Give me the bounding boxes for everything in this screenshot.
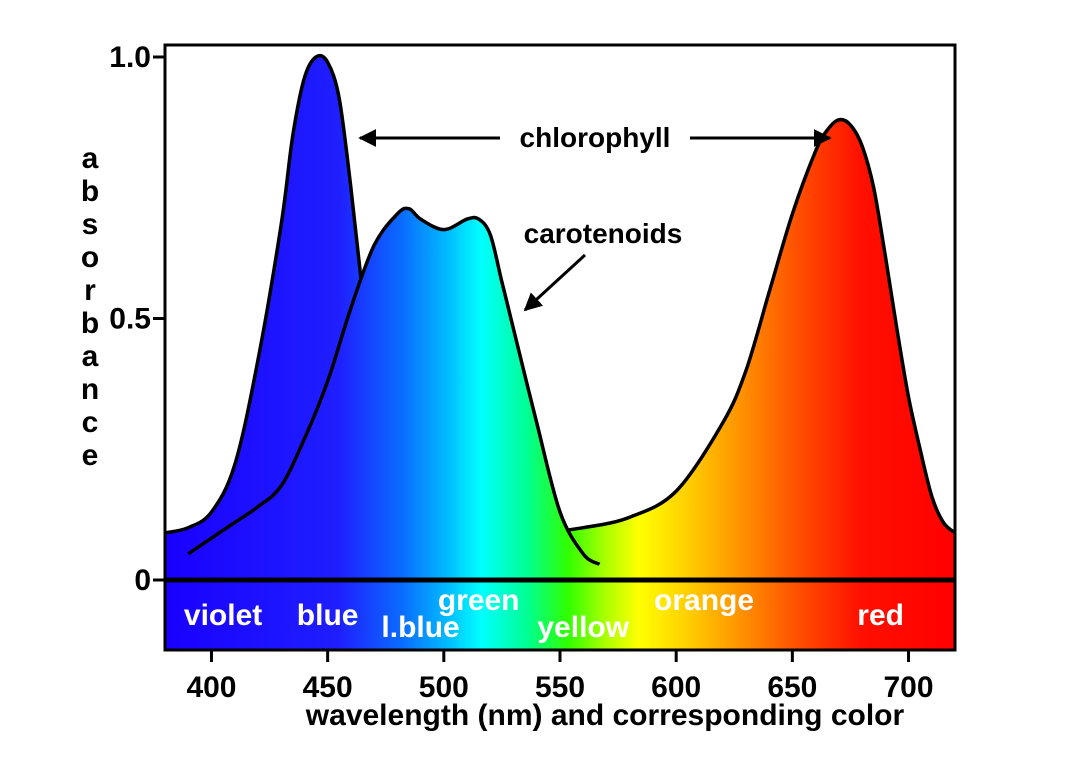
y-axis-title-letter: b (81, 307, 99, 340)
y-axis-title-letter: e (82, 439, 99, 472)
y-tick-label: 0 (134, 564, 151, 597)
y-axis-title-letter: a (82, 142, 99, 175)
y-tick-label: 0.5 (109, 303, 151, 336)
carotenoids-arrow (523, 253, 587, 312)
x-tick-label: 700 (883, 671, 933, 704)
x-tick-label: 550 (535, 671, 585, 704)
color-band-label: yellow (537, 611, 629, 644)
color-band-label: l.blue (381, 611, 459, 644)
color-band-label: green (438, 584, 520, 617)
x-tick-label: 600 (651, 671, 701, 704)
y-axis-title-letter: c (82, 406, 99, 439)
y-axis-title-letter: s (82, 208, 99, 241)
carotenoids-annotation: carotenoids (523, 218, 683, 312)
x-axis-ticks: 400 450 500 550 600 650 700 (186, 650, 934, 704)
x-tick-label: 500 (419, 671, 469, 704)
x-tick-label: 400 (186, 671, 236, 704)
carotenoids-label: carotenoids (524, 218, 683, 249)
y-axis-title-letter: o (81, 241, 99, 274)
plot-area (165, 53, 955, 580)
chlorophyll-annotation: chlorophyll (358, 122, 832, 153)
y-axis-ticks: 0 0.5 1.0 (109, 41, 165, 597)
color-band-label: red (857, 599, 904, 632)
color-band-label: violet (184, 599, 262, 632)
chlorophyll-label: chlorophyll (520, 122, 671, 153)
x-axis-title: wavelength (nm) and corresponding color (305, 699, 905, 732)
x-tick-label: 650 (767, 671, 817, 704)
x-tick-label: 450 (303, 671, 353, 704)
y-axis-title-letter: n (81, 373, 99, 406)
y-axis-title-letter: r (84, 274, 96, 307)
color-band-label: blue (297, 599, 359, 632)
color-band-label: orange (654, 584, 754, 617)
color-band-strip (165, 580, 955, 650)
y-axis-title-letter: b (81, 175, 99, 208)
carotenoids-line (187, 206, 601, 566)
carotenoids-area (188, 208, 600, 580)
y-tick-label: 1.0 (109, 41, 151, 74)
y-axis-title-letter: a (82, 340, 99, 373)
